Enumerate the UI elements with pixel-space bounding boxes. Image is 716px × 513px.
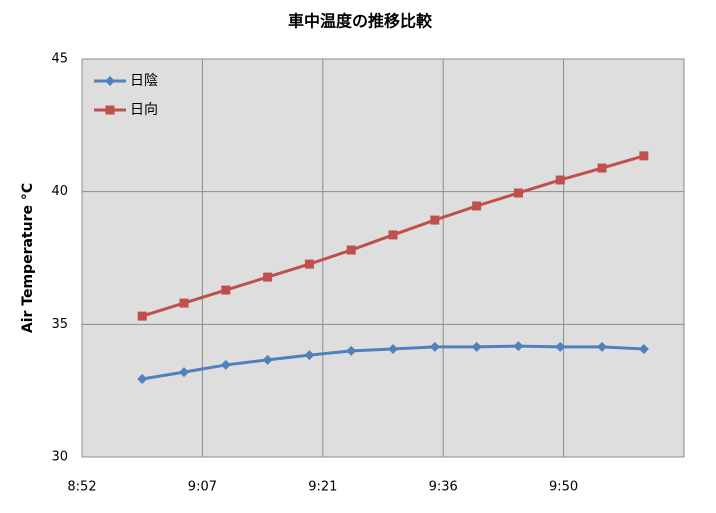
marker (346, 245, 356, 255)
marker (429, 341, 440, 352)
y-axis-label: Air Temperature °C (20, 183, 36, 333)
marker (597, 163, 607, 173)
x-tick-label: 9:07 (188, 480, 217, 495)
marker (513, 341, 524, 352)
marker (137, 311, 147, 321)
marker (430, 215, 440, 225)
x-tick-label: 8:52 (67, 480, 96, 495)
marker (472, 201, 482, 211)
x-tick-label: 9:36 (429, 480, 458, 495)
marker (555, 341, 566, 352)
marker (262, 354, 273, 365)
marker (639, 151, 649, 161)
x-tick-label: 9:21 (308, 480, 337, 495)
marker (304, 350, 315, 361)
y-tick-label: 30 (51, 450, 68, 465)
marker (179, 367, 190, 378)
marker (221, 285, 231, 295)
marker (555, 175, 565, 185)
y-tick-label: 35 (51, 317, 68, 332)
x-tick-label: 9:50 (549, 480, 578, 495)
y-tick-label: 40 (51, 184, 68, 199)
legend-marker (105, 105, 115, 115)
legend-marker (105, 76, 115, 86)
marker (388, 344, 399, 355)
marker (179, 298, 189, 308)
marker (638, 344, 649, 355)
plot-area (81, 58, 685, 458)
marker (263, 272, 273, 282)
marker (471, 341, 482, 352)
marker (220, 359, 231, 370)
legend-label: 日陰 (130, 73, 158, 89)
marker (346, 345, 357, 356)
marker (304, 259, 314, 269)
marker (137, 373, 148, 384)
y-tick-label: 45 (51, 52, 68, 67)
marker (388, 230, 398, 240)
marker (597, 341, 608, 352)
legend-label: 日向 (130, 102, 158, 118)
chart-title: 車中温度の推移比較 (288, 12, 433, 31)
marker (513, 188, 523, 198)
